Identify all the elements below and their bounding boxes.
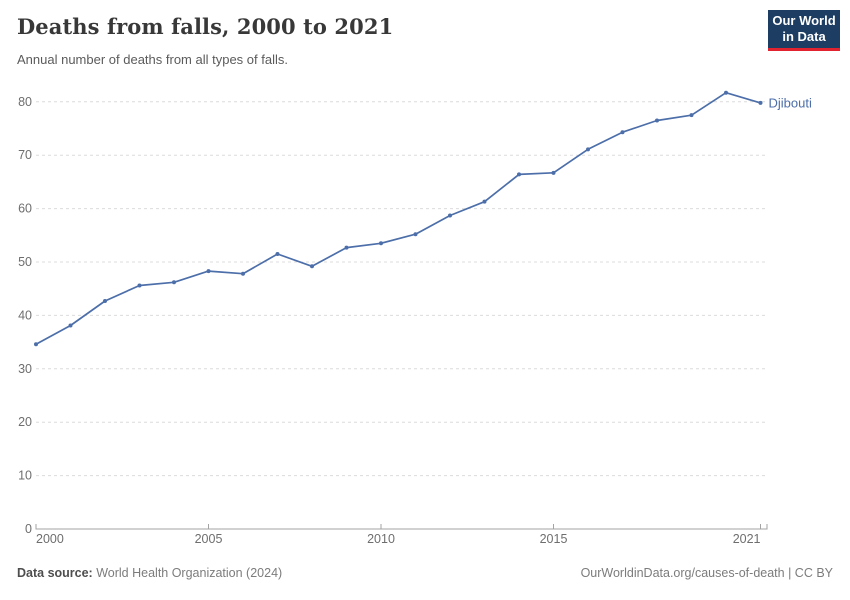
- data-point[interactable]: [689, 113, 694, 118]
- chart-footer: Data source: World Health Organization (…: [0, 566, 850, 580]
- x-axis-tick-label: 2005: [195, 532, 223, 546]
- data-point[interactable]: [379, 241, 383, 246]
- y-axis-tick-label: 20: [18, 415, 32, 429]
- data-point[interactable]: [758, 100, 763, 105]
- data-point[interactable]: [310, 264, 314, 269]
- x-axis-tick-label: 2010: [367, 532, 395, 546]
- data-point[interactable]: [586, 147, 590, 152]
- data-point[interactable]: [344, 245, 349, 250]
- x-axis-tick-label: 2015: [540, 532, 568, 546]
- owid-logo[interactable]: Our World in Data: [768, 10, 840, 51]
- data-point[interactable]: [620, 130, 625, 135]
- data-point[interactable]: [275, 251, 280, 256]
- y-axis-tick-label: 30: [18, 362, 32, 376]
- logo-line-2: in Data: [782, 29, 826, 44]
- data-point[interactable]: [413, 232, 418, 237]
- data-point[interactable]: [206, 269, 211, 274]
- x-axis-tick-label: 2000: [36, 532, 64, 546]
- data-point[interactable]: [482, 199, 487, 204]
- y-axis-tick-label: 40: [18, 308, 32, 322]
- y-axis-tick-label: 70: [18, 148, 32, 162]
- data-source: Data source: World Health Organization (…: [17, 566, 282, 580]
- data-point[interactable]: [517, 172, 521, 177]
- data-source-text: World Health Organization (2024): [96, 566, 283, 580]
- data-point[interactable]: [241, 271, 245, 276]
- chart-canvas[interactable]: 0 10 20 30 40 50 60 70 80 2000 2005 2010 2015 2021 Dji…: [0, 72, 850, 552]
- data-point[interactable]: [137, 283, 142, 288]
- credit-link[interactable]: OurWorldinData.org/causes-of-death | CC …: [580, 566, 833, 580]
- data-point[interactable]: [724, 90, 728, 95]
- data-point[interactable]: [172, 280, 176, 285]
- data-point[interactable]: [448, 213, 452, 218]
- y-axis-tick-label: 50: [18, 255, 32, 269]
- data-point[interactable]: [103, 298, 107, 303]
- x-axis-tick-label: 2021: [733, 532, 761, 546]
- y-axis-tick-label: 80: [18, 95, 32, 109]
- data-point[interactable]: [655, 118, 659, 123]
- data-point[interactable]: [68, 323, 73, 328]
- series-line-djibouti: [35, 91, 762, 346]
- entity-label: Djibouti: [769, 95, 812, 110]
- y-axis-tick-label: 10: [18, 469, 32, 483]
- logo-line-1: Our World: [772, 13, 836, 28]
- data-source-label: Data source:: [17, 566, 93, 580]
- y-axis-tick-label: 0: [25, 522, 32, 536]
- y-axis-tick-label: 60: [18, 202, 32, 216]
- data-point[interactable]: [551, 170, 556, 175]
- chart-subtitle: Annual number of deaths from all types o…: [17, 52, 288, 67]
- line-chart[interactable]: 0 10 20 30 40 50 60 70 80 2000 2005 2010 2015 2021 Dji…: [0, 72, 850, 552]
- data-point[interactable]: [34, 342, 38, 347]
- chart-title: Deaths from falls, 2000 to 2021: [17, 14, 394, 39]
- x-axis-line: [35, 524, 768, 530]
